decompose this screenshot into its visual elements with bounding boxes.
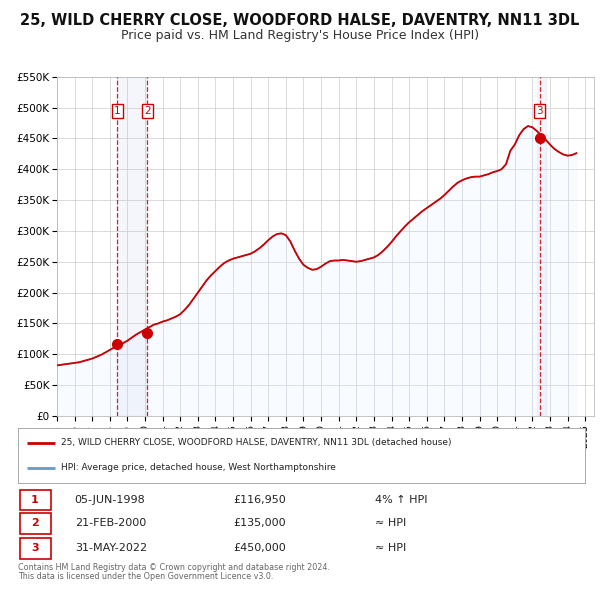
Text: HPI: Average price, detached house, West Northamptonshire: HPI: Average price, detached house, West… <box>61 464 335 473</box>
Text: ≈ HPI: ≈ HPI <box>375 519 406 529</box>
Text: 4% ↑ HPI: 4% ↑ HPI <box>375 494 428 504</box>
Text: £135,000: £135,000 <box>233 519 286 529</box>
Text: 2: 2 <box>31 519 39 529</box>
Text: 2: 2 <box>144 106 151 116</box>
Text: 1: 1 <box>114 106 121 116</box>
Text: 05-JUN-1998: 05-JUN-1998 <box>75 494 145 504</box>
Text: This data is licensed under the Open Government Licence v3.0.: This data is licensed under the Open Gov… <box>18 572 274 581</box>
Text: 3: 3 <box>536 106 543 116</box>
FancyBboxPatch shape <box>20 537 51 559</box>
Bar <box>118 77 148 416</box>
Text: 21-FEB-2000: 21-FEB-2000 <box>75 519 146 529</box>
Text: 25, WILD CHERRY CLOSE, WOODFORD HALSE, DAVENTRY, NN11 3DL (detached house): 25, WILD CHERRY CLOSE, WOODFORD HALSE, D… <box>61 438 451 447</box>
Text: 3: 3 <box>31 543 39 553</box>
Text: £450,000: £450,000 <box>233 543 286 553</box>
Text: Contains HM Land Registry data © Crown copyright and database right 2024.: Contains HM Land Registry data © Crown c… <box>18 563 330 572</box>
FancyBboxPatch shape <box>20 490 51 510</box>
Bar <box>537 77 546 416</box>
Text: 1: 1 <box>31 494 39 504</box>
FancyBboxPatch shape <box>20 513 51 534</box>
Text: ≈ HPI: ≈ HPI <box>375 543 406 553</box>
Text: Price paid vs. HM Land Registry's House Price Index (HPI): Price paid vs. HM Land Registry's House … <box>121 30 479 42</box>
Text: 25, WILD CHERRY CLOSE, WOODFORD HALSE, DAVENTRY, NN11 3DL: 25, WILD CHERRY CLOSE, WOODFORD HALSE, D… <box>20 13 580 28</box>
Text: £116,950: £116,950 <box>233 494 286 504</box>
Text: 31-MAY-2022: 31-MAY-2022 <box>75 543 147 553</box>
